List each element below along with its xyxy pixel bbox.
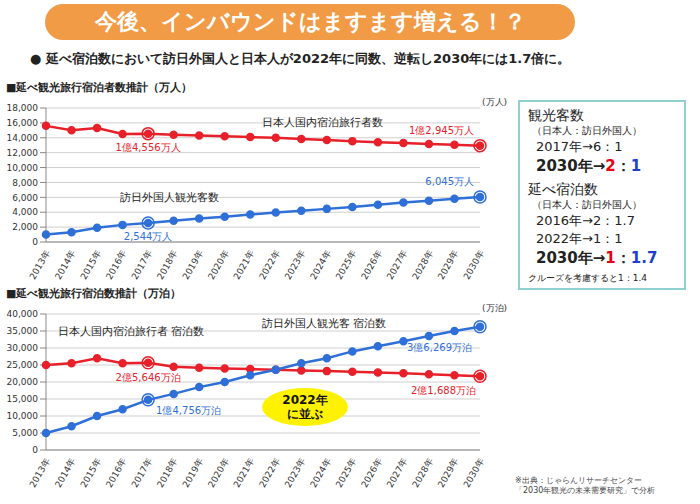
svg-text:1億4,756万泊: 1億4,756万泊 <box>156 405 221 416</box>
svg-text:2020年: 2020年 <box>206 249 231 282</box>
svg-text:2022年: 2022年 <box>257 249 282 282</box>
svg-text:2026年: 2026年 <box>359 457 384 490</box>
svg-text:2015年: 2015年 <box>79 249 104 282</box>
svg-text:2020年: 2020年 <box>206 457 231 490</box>
svg-text:2億5,646万泊: 2億5,646万泊 <box>116 372 181 383</box>
html-text:2016年→2：1.7: 2016年→2：1.7 <box>536 213 635 228</box>
html-text:観光客数: 観光客数 <box>528 107 584 123</box>
svg-text:1億4,556万人: 1億4,556万人 <box>116 142 181 153</box>
svg-text:12,000: 12,000 <box>7 148 39 158</box>
svg-text:0: 0 <box>32 445 38 455</box>
html-text:(万泊): (万泊) <box>482 303 507 313</box>
svg-text:2,000: 2,000 <box>12 222 38 232</box>
svg-text:2029年: 2029年 <box>436 457 461 490</box>
svg-text:2021年: 2021年 <box>232 457 257 490</box>
svg-text:2014年: 2014年 <box>53 249 78 282</box>
svg-text:14,000: 14,000 <box>7 133 39 143</box>
html-text:に並ぶ: に並ぶ <box>287 407 323 421</box>
svg-text:2027年: 2027年 <box>385 457 410 490</box>
svg-text:0: 0 <box>32 237 38 247</box>
svg-text:2,544万人: 2,544万人 <box>124 231 173 242</box>
html-text:日本人国内宿泊旅行者 宿泊数: 日本人国内宿泊旅行者 宿泊数 <box>58 325 205 338</box>
html-text:■延べ観光旅行宿泊者数推計（万人）: ■延べ観光旅行宿泊者数推計（万人） <box>6 81 193 94</box>
svg-text:2億1,688万泊: 2億1,688万泊 <box>411 385 476 396</box>
html-text:● 延べ宿泊数において訪日外国人と日本人が2022年に同数、: ● 延べ宿泊数において訪日外国人と日本人が2022年に同数、逆転し2030年には… <box>30 51 571 66</box>
svg-text:8,000: 8,000 <box>12 178 38 188</box>
html-text:クルーズを考慮すると1：1.4: クルーズを考慮すると1：1.4 <box>528 273 647 283</box>
html-text:2022年→1：1: 2022年→1：1 <box>536 231 623 246</box>
svg-text:2030年: 2030年 <box>461 457 486 490</box>
svg-text:20,000: 20,000 <box>7 377 39 387</box>
svg-text:1億2,945万人: 1億2,945万人 <box>409 125 474 136</box>
svg-text:10,000: 10,000 <box>7 163 39 173</box>
svg-text:5,000: 5,000 <box>12 428 38 438</box>
svg-text:2019年: 2019年 <box>181 249 206 282</box>
svg-text:2013年: 2013年 <box>27 457 52 490</box>
svg-text:2018年: 2018年 <box>155 249 180 282</box>
svg-text:6,045万人: 6,045万人 <box>425 176 474 187</box>
svg-text:16,000: 16,000 <box>7 118 39 128</box>
svg-text:40,000: 40,000 <box>7 309 39 319</box>
svg-text:2021年: 2021年 <box>232 249 257 282</box>
html-text:訪日外国人観光客 宿泊数: 訪日外国人観光客 宿泊数 <box>262 317 387 330</box>
svg-text:2018年: 2018年 <box>155 457 180 490</box>
svg-text:2017年: 2017年 <box>130 249 155 282</box>
svg-text:2022年: 2022年 <box>257 457 282 490</box>
svg-text:2013年: 2013年 <box>27 249 52 282</box>
html-text:■延べ観光旅行宿泊数推計（万泊）: ■延べ観光旅行宿泊数推計（万泊） <box>6 287 182 300</box>
svg-text:2016年: 2016年 <box>104 249 129 282</box>
svg-text:2025年: 2025年 <box>334 249 359 282</box>
html-text:延べ宿泊数: 延べ宿泊数 <box>528 181 598 197</box>
svg-text:2027年: 2027年 <box>385 249 410 282</box>
svg-text:6,000: 6,000 <box>12 193 38 203</box>
svg-text:2026年: 2026年 <box>359 249 384 282</box>
svg-text:10,000: 10,000 <box>7 411 39 421</box>
svg-text:2014年: 2014年 <box>53 457 78 490</box>
html-text:2030年→ 2：1: 2030年→ 2：1 <box>536 157 642 175</box>
svg-text:2017年: 2017年 <box>130 457 155 490</box>
svg-text:18,000: 18,000 <box>7 103 39 113</box>
html-text:※出典：じゃらんリサーチセンター: ※出典：じゃらんリサーチセンター <box>515 476 642 485</box>
svg-text:2025年: 2025年 <box>334 457 359 490</box>
svg-text:2028年: 2028年 <box>410 457 435 490</box>
html-text:（日本人：訪日外国人）: （日本人：訪日外国人） <box>532 199 642 210</box>
html-text:日本人国内宿泊旅行者数: 日本人国内宿泊旅行者数 <box>262 116 383 129</box>
svg-text:2028年: 2028年 <box>410 249 435 282</box>
html-text:今後、インバウンドはますます増える！？: 今後、インバウンドはますます増える！？ <box>94 9 526 34</box>
html-text:訪日外国人観光客数: 訪日外国人観光客数 <box>120 191 219 204</box>
svg-text:2029年: 2029年 <box>436 249 461 282</box>
svg-text:2024年: 2024年 <box>308 457 333 490</box>
svg-text:2015年: 2015年 <box>79 457 104 490</box>
svg-text:30,000: 30,000 <box>7 343 39 353</box>
svg-text:25,000: 25,000 <box>7 360 39 370</box>
html-text:2030年→ 1：1.7: 2030年→ 1：1.7 <box>536 249 658 267</box>
svg-text:4,000: 4,000 <box>12 207 38 217</box>
svg-text:2024年: 2024年 <box>308 249 333 282</box>
svg-text:3億6,269万泊: 3億6,269万泊 <box>407 342 472 353</box>
svg-text:2023年: 2023年 <box>283 249 308 282</box>
svg-text:15,000: 15,000 <box>7 394 39 404</box>
svg-text:2030年: 2030年 <box>461 249 486 282</box>
html-text:2017年→6：1: 2017年→6：1 <box>536 139 623 154</box>
html-text:「2030年観光の未来需要研究」で分析: 「2030年観光の未来需要研究」で分析 <box>515 486 656 495</box>
html-text:（日本人：訪日外国人）: （日本人：訪日外国人） <box>532 125 642 136</box>
svg-text:2019年: 2019年 <box>181 457 206 490</box>
html-text:2022年: 2022年 <box>282 393 328 407</box>
svg-text:2016年: 2016年 <box>104 457 129 490</box>
svg-text:35,000: 35,000 <box>7 326 39 336</box>
html-text:(万人): (万人) <box>482 97 507 107</box>
svg-text:2023年: 2023年 <box>283 457 308 490</box>
